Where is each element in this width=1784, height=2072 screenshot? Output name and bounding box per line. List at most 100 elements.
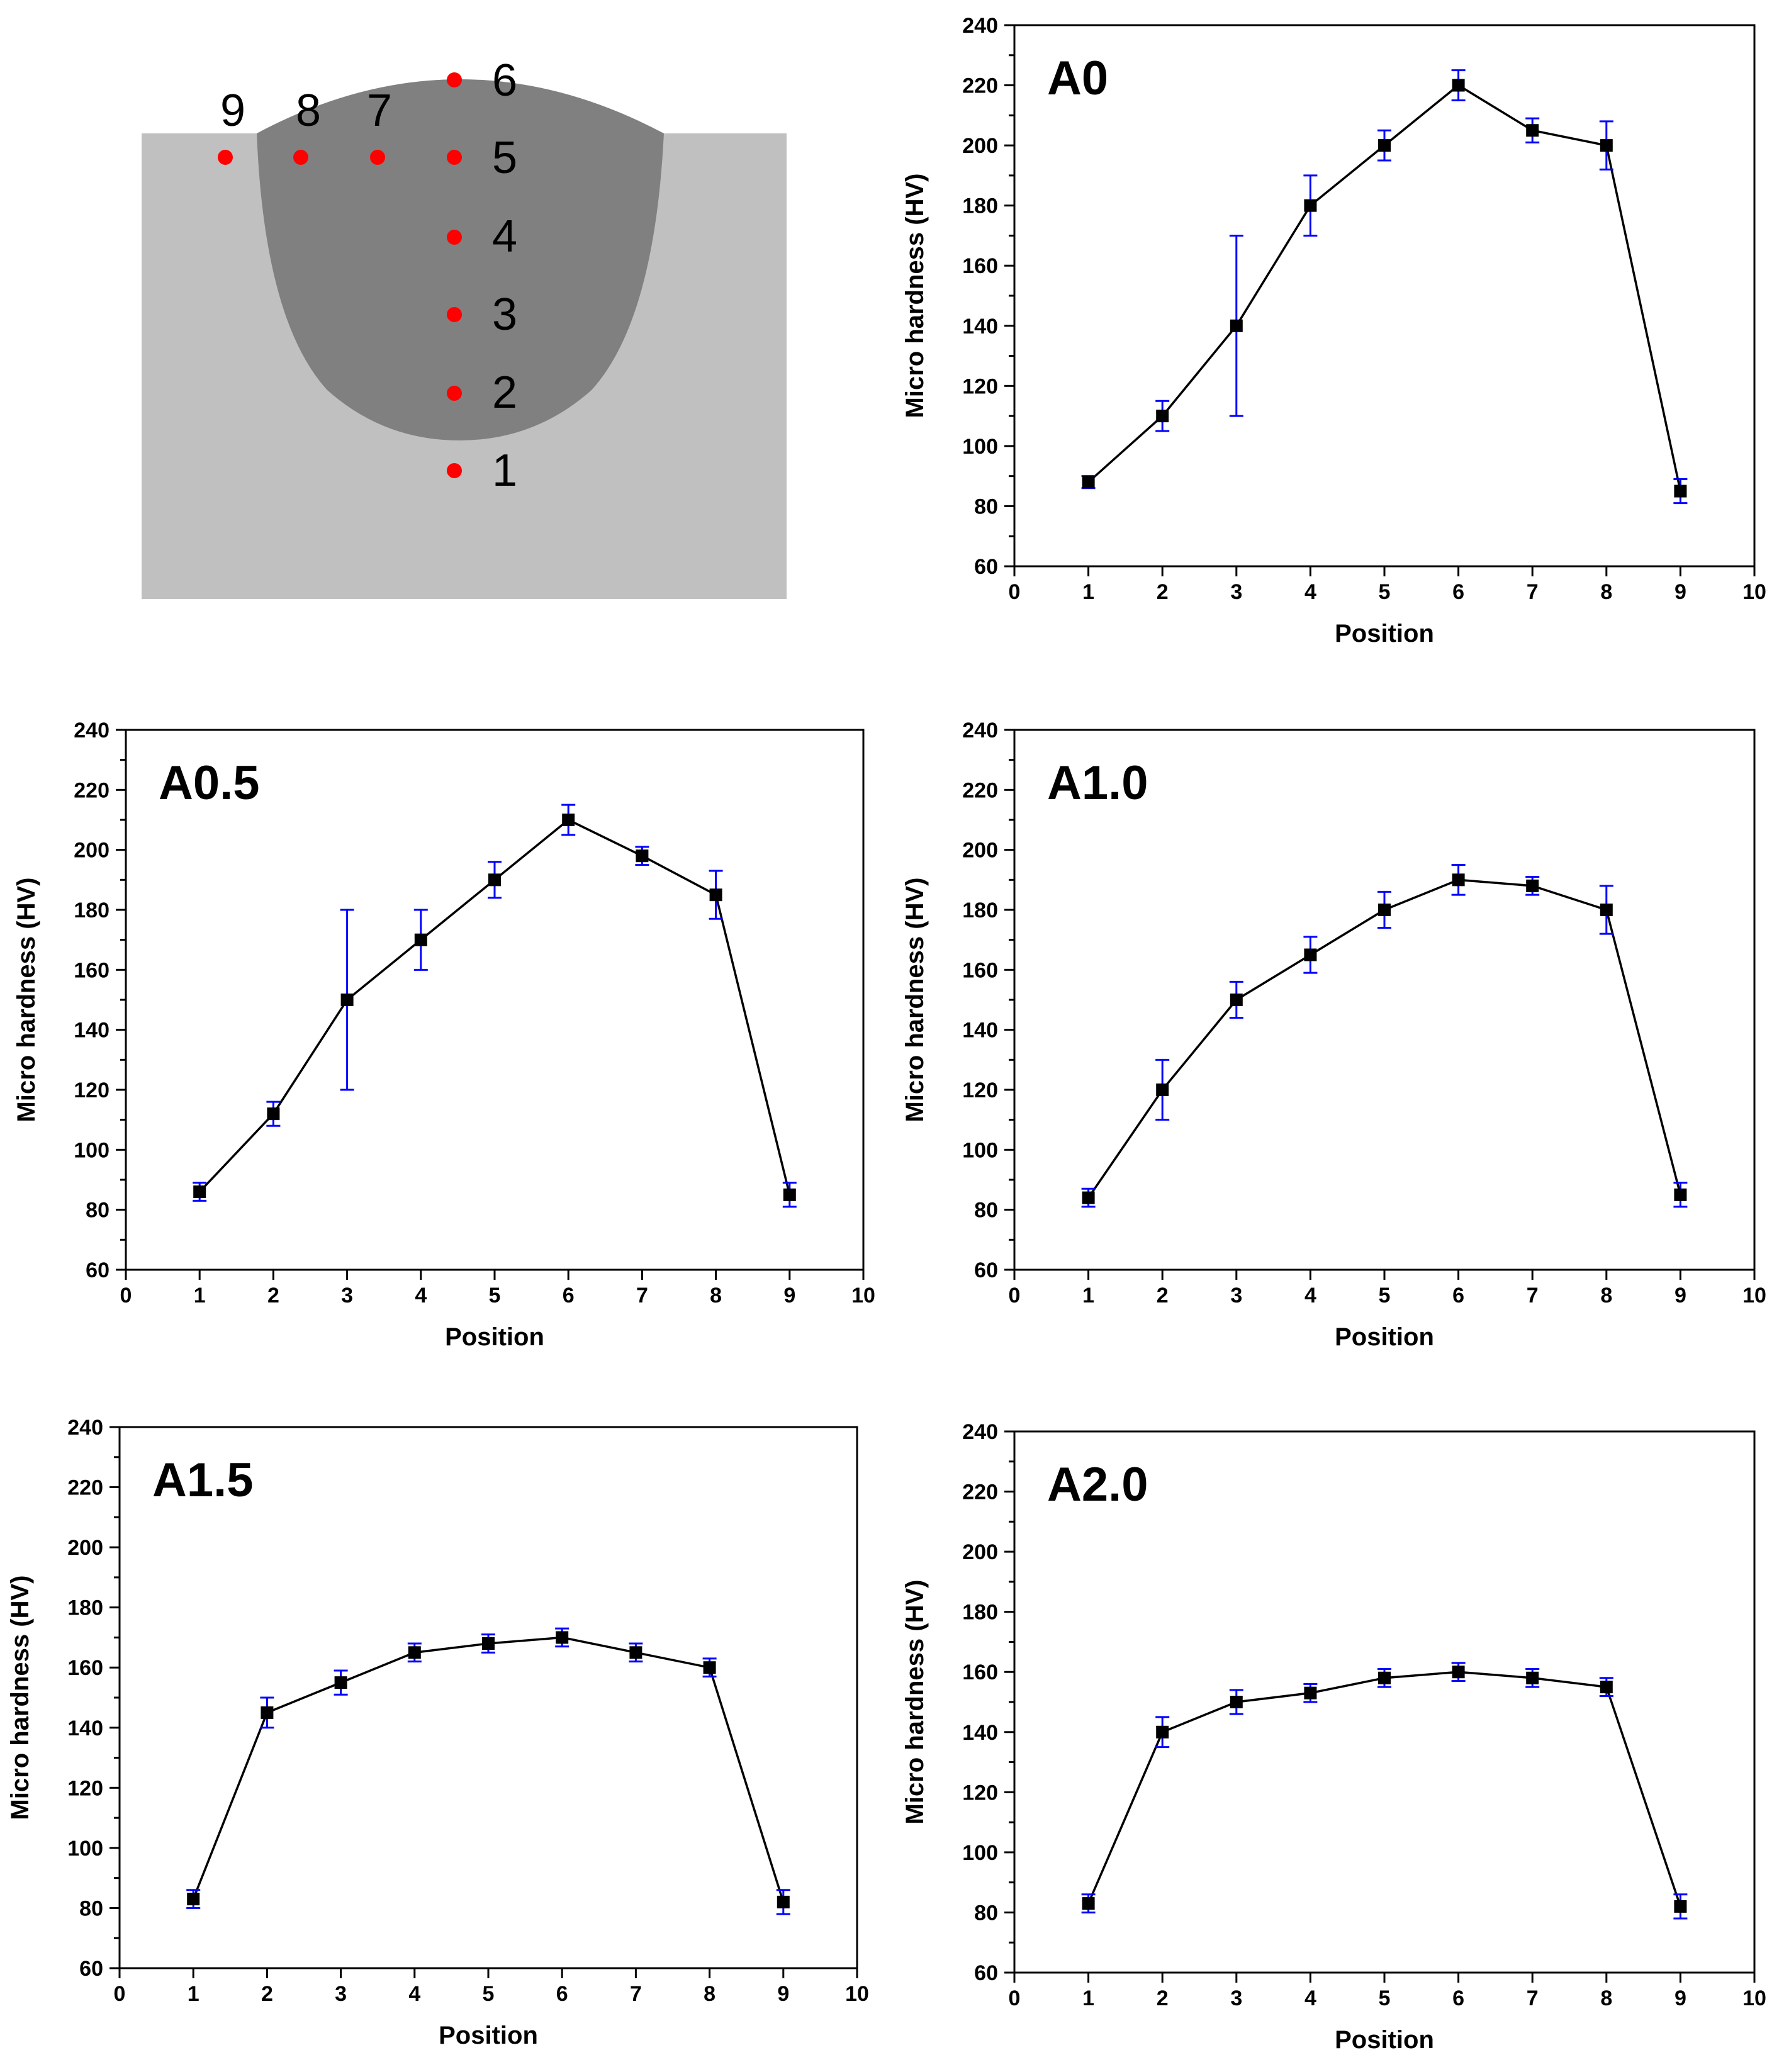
weld-schematic: 1 2 3 4 5 6 7 8 9: [142, 55, 787, 599]
x-tick-label: 7: [1527, 1284, 1539, 1308]
data-point: [1304, 948, 1317, 961]
data-point: [488, 873, 501, 887]
point-label-2: 2: [492, 367, 517, 418]
x-axis-title: Position: [1335, 1323, 1434, 1351]
point-marker-7: [370, 150, 385, 165]
point-label-6: 6: [492, 55, 517, 106]
chart-a0-5: 0 1 2 3 4 5 6 7 8 9 10 60 80 100 120 140 160 180 200 220 240…: [13, 719, 875, 1351]
x-tick-label: 2: [267, 1284, 279, 1308]
data-point: [1230, 994, 1243, 1006]
x-tick-label: 0: [1009, 1284, 1021, 1308]
y-tick-label: 100: [962, 435, 998, 459]
x-tick-label: 1: [194, 1284, 206, 1308]
x-tick-label: 0: [1009, 1986, 1021, 2010]
x-tick-label: 7: [1527, 1986, 1539, 2010]
y-tick-label: 160: [962, 1660, 998, 1684]
panel-label: A0.5: [159, 756, 260, 810]
data-point: [1230, 1696, 1243, 1708]
y-axis-title: Micro hardness (HV): [13, 878, 40, 1123]
x-tick-label: 5: [1379, 1986, 1391, 2010]
y-tick-label: 200: [962, 839, 998, 863]
point-label-1: 1: [492, 445, 517, 496]
x-tick-label: 8: [1600, 1284, 1612, 1308]
x-tick-label: 7: [1527, 580, 1539, 604]
x-tick-label: 3: [1230, 1986, 1242, 2010]
x-tick-label: 8: [710, 1284, 722, 1308]
x-tick-label: 7: [636, 1284, 648, 1308]
x-tick-label: 6: [556, 1982, 568, 2006]
y-axis-title: Micro hardness (HV): [901, 878, 929, 1123]
y-tick-label: 80: [974, 495, 998, 518]
x-tick-label: 5: [483, 1982, 495, 2006]
y-tick-label: 100: [962, 1138, 998, 1162]
plot-frame: [125, 729, 865, 1271]
chart-a1-5: 0 1 2 3 4 5 6 7 8 9 10 60 80 100 120 140 160 180 200 220 240…: [6, 1416, 869, 2049]
y-tick-label: 120: [74, 1078, 109, 1102]
point-marker-6: [447, 72, 462, 87]
y-tick-label: 120: [67, 1776, 103, 1800]
x-axis-title: Position: [445, 1323, 544, 1351]
x-tick-label: 0: [120, 1284, 132, 1308]
x-tick-label: 10: [1742, 1284, 1766, 1308]
data-point: [1452, 1666, 1465, 1679]
y-tick-label: 120: [962, 1781, 998, 1805]
x-tick-label: 2: [1157, 1284, 1169, 1308]
x-tick-label: 6: [563, 1284, 575, 1308]
y-tick-label: 220: [962, 778, 998, 802]
x-tick-label: 8: [1600, 1986, 1612, 2010]
panel-label: A1.5: [152, 1453, 254, 1507]
y-tick-label: 80: [86, 1199, 109, 1223]
data-point: [1156, 1725, 1169, 1739]
x-tick-label: 9: [783, 1284, 795, 1308]
y-tick-label: 140: [74, 1019, 109, 1043]
data-point: [482, 1637, 495, 1650]
x-tick-label: 2: [1157, 580, 1169, 604]
x-tick-label: 0: [1009, 580, 1021, 604]
x-tick-label: 4: [415, 1284, 427, 1308]
x-tick-label: 6: [1452, 580, 1464, 604]
data-point: [777, 1895, 790, 1908]
x-tick-label: 4: [1304, 1986, 1316, 2010]
x-tick-label: 2: [261, 1982, 273, 2006]
x-tick-label: 6: [1452, 1986, 1464, 2010]
panel-label: A0: [1047, 52, 1108, 105]
data-point: [267, 1107, 280, 1121]
data-point: [1600, 1681, 1613, 1694]
x-tick-label: 5: [1379, 580, 1391, 604]
y-axis-title: Micro hardness (HV): [901, 1580, 929, 1825]
y-tick-label: 200: [962, 134, 998, 158]
data-point: [1526, 124, 1539, 137]
point-marker-5: [447, 150, 462, 165]
series-line: [1087, 1671, 1682, 1907]
y-tick-label: 240: [67, 1416, 103, 1440]
point-label-4: 4: [492, 211, 517, 262]
y-tick-label: 60: [86, 1258, 109, 1282]
y-tick-label: 180: [962, 899, 998, 922]
data-point: [1526, 1671, 1539, 1684]
y-tick-label: 180: [962, 1601, 998, 1625]
data-point: [1304, 1686, 1317, 1700]
plot-frame: [1013, 1430, 1756, 1974]
point-label-5: 5: [492, 133, 517, 183]
y-tick-label: 220: [962, 74, 998, 98]
plot-frame: [118, 1426, 858, 1969]
x-tick-label: 2: [1157, 1986, 1169, 2010]
y-tick-label: 140: [962, 1019, 998, 1043]
y-tick-label: 140: [67, 1716, 103, 1740]
data-point: [1452, 79, 1465, 92]
y-tick-label: 160: [74, 958, 109, 982]
x-tick-label: 4: [1304, 580, 1316, 604]
data-point: [562, 814, 575, 826]
x-tick-label: 3: [1230, 1284, 1242, 1308]
y-tick-label: 200: [74, 839, 109, 863]
data-point: [1600, 904, 1613, 916]
data-point: [1230, 319, 1243, 332]
y-tick-label: 240: [74, 719, 109, 742]
x-tick-label: 10: [845, 1982, 869, 2006]
data-point: [636, 849, 649, 863]
x-tick-label: 9: [777, 1982, 789, 2006]
x-tick-label: 1: [188, 1982, 199, 2006]
data-point: [1156, 410, 1169, 423]
y-tick-label: 100: [74, 1138, 109, 1162]
plot-frame: [1013, 24, 1756, 568]
